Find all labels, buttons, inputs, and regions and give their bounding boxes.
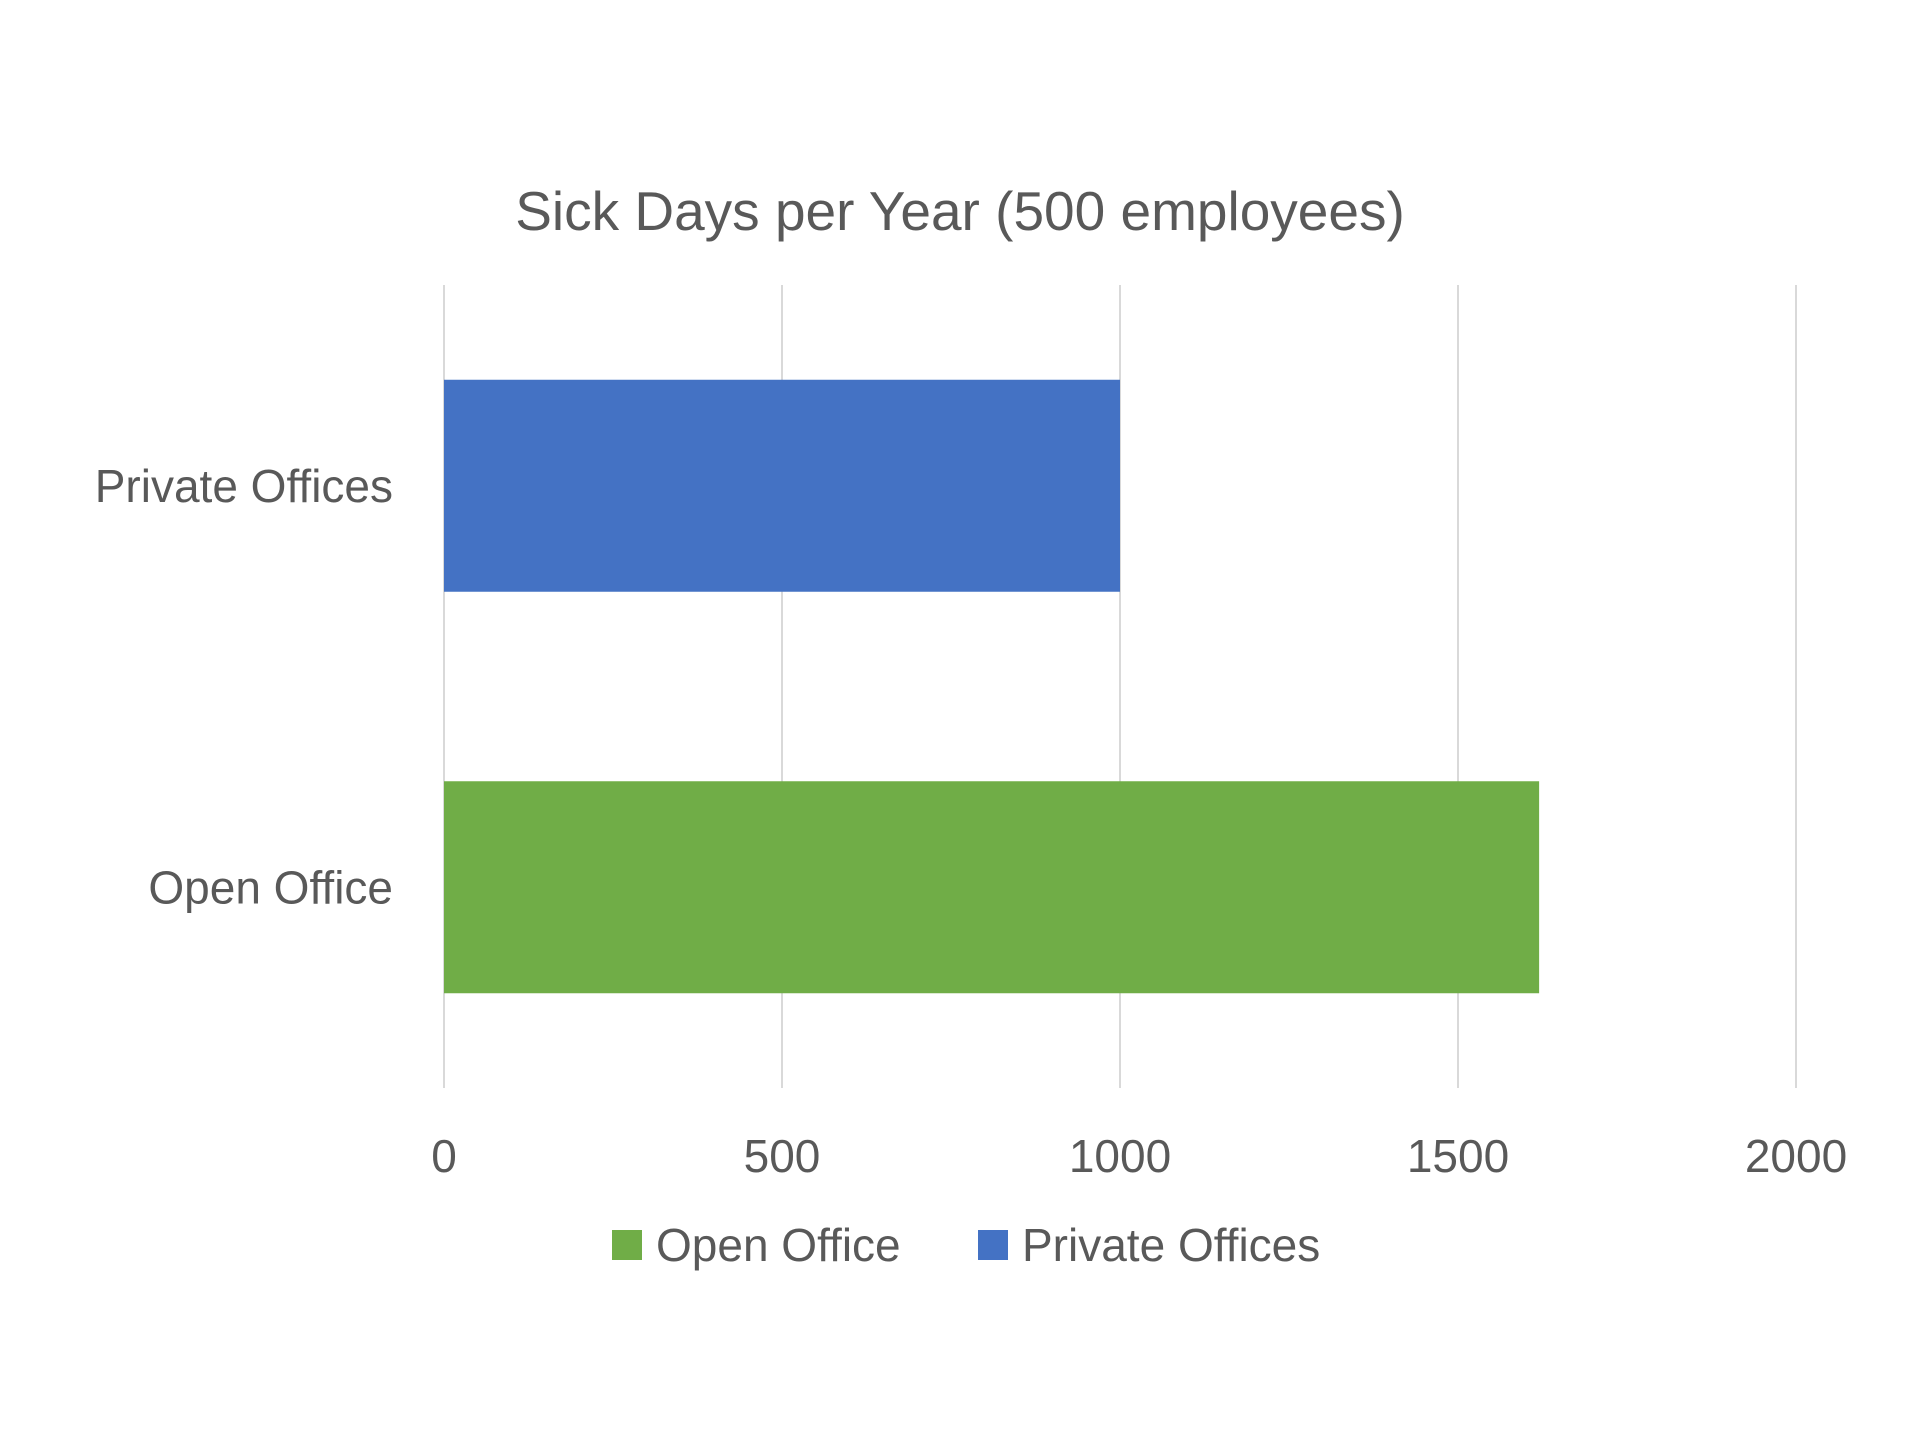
- category-label: Open Office: [148, 861, 393, 913]
- x-axis-tick-labels: 0 500 1000 1500 2000: [431, 1130, 1847, 1182]
- legend-swatch: [612, 1230, 642, 1260]
- x-tick-label: 0: [431, 1130, 457, 1182]
- category-label: Private Offices: [95, 460, 393, 512]
- x-tick-label: 500: [744, 1130, 821, 1182]
- bar-open-office: [444, 781, 1540, 994]
- legend-label: Private Offices: [1022, 1219, 1320, 1271]
- chart-title: Sick Days per Year (500 employees): [515, 180, 1405, 242]
- x-tick-label: 1500: [1407, 1130, 1509, 1182]
- x-tick-label: 1000: [1069, 1130, 1171, 1182]
- legend-label: Open Office: [656, 1219, 901, 1271]
- legend-swatch: [978, 1230, 1008, 1260]
- bar-private-offices: [444, 379, 1120, 592]
- x-tick-label: 2000: [1745, 1130, 1847, 1182]
- category-labels: Private Offices Open Office: [95, 460, 393, 914]
- legend: Open Office Private Offices: [612, 1219, 1320, 1271]
- bars: [444, 379, 1540, 994]
